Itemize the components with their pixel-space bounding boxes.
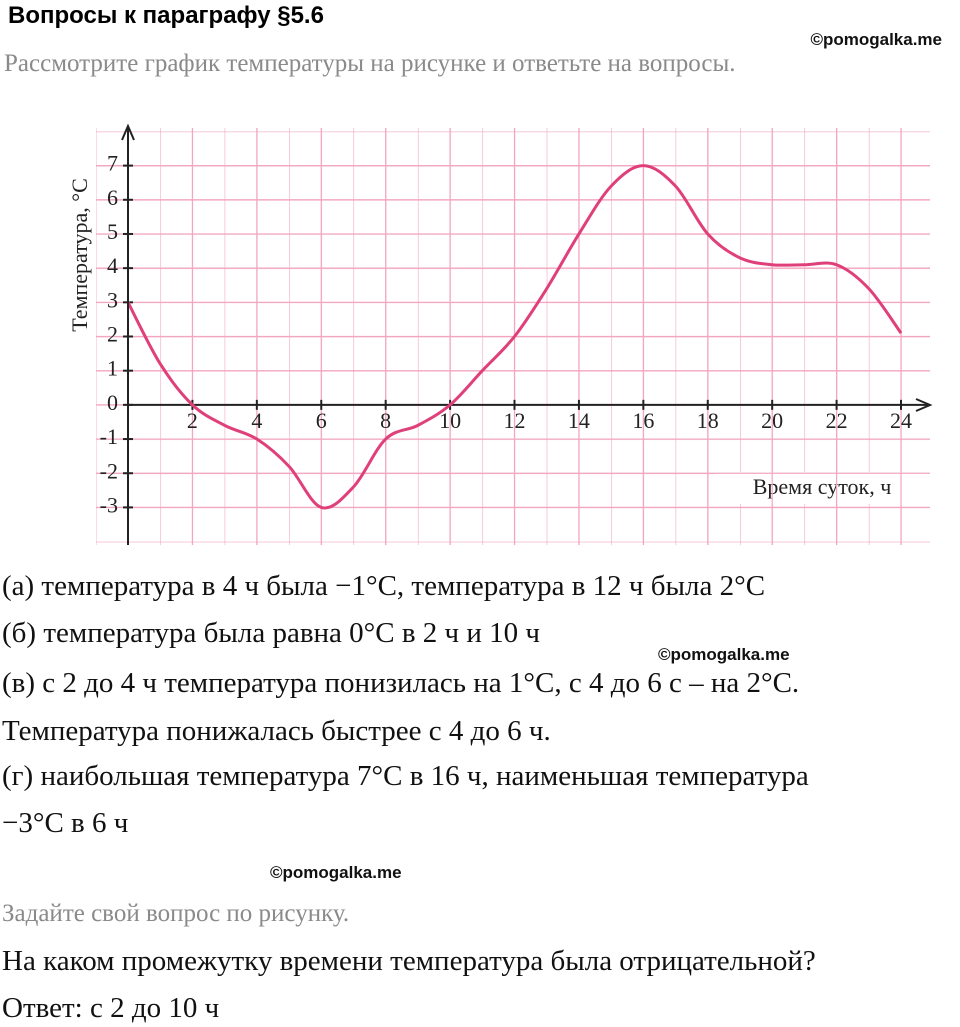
x-arrow [915, 398, 933, 412]
y-tick-label: 5 [107, 219, 118, 244]
question: На каком промежутку времени температура … [2, 945, 816, 977]
y-tick-label: 4 [107, 253, 118, 278]
y-tick-label: 7 [107, 151, 118, 176]
title: Вопросы к параграфу §5.6 [8, 2, 324, 29]
x-tick-label: 10 [439, 408, 461, 433]
x-tick-label: 14 [568, 408, 590, 433]
answer-line: −3°С в 6 ч [2, 807, 129, 839]
y-arrow [121, 123, 135, 141]
intro: Рассмотрите график температуры на рисунк… [4, 50, 736, 77]
x-tick-label: 20 [761, 408, 783, 433]
x-tick-label: 2 [187, 408, 198, 433]
y-tick-label: 1 [107, 356, 118, 381]
temperature-line [126, 164, 903, 510]
answer-line: (г) наибольшая температура 7°С в 16 ч, н… [2, 760, 809, 792]
x-tick-label: 24 [890, 408, 912, 433]
answer: Ответ: с 2 до 10 ч [2, 992, 220, 1024]
x-tick-label: 16 [632, 408, 654, 433]
x-tick-label: 4 [251, 408, 262, 433]
answer-line: (а) температура в 4 ч была −1°С, темпера… [2, 570, 766, 602]
x-tick-label: 12 [504, 408, 526, 433]
chart: Температура, °С Время суток, ч -3-2-1012… [67, 123, 933, 545]
x-tick-label: 6 [316, 408, 327, 433]
y-tick-label: -3 [100, 492, 118, 517]
label-bg [715, 472, 930, 504]
x-axis-label: Время суток, ч [753, 474, 892, 499]
watermark: ©pomogalka.me [810, 30, 942, 49]
y-tick-label: 6 [107, 185, 118, 210]
answer-line: (б) температура была равна 0°С в 2 ч и 1… [2, 617, 541, 649]
x-tick-label: 22 [826, 408, 848, 433]
y-tick-label: -1 [100, 424, 118, 449]
prompt: Задайте свой вопрос по рисунку. [2, 900, 350, 927]
y-tick-label: 0 [107, 390, 118, 415]
y-axis-label: Температура, °С [67, 178, 92, 332]
x-tick-label: 8 [380, 408, 391, 433]
answer-line: Температура понижалась быстрее с 4 до 6 … [2, 715, 551, 747]
watermark: ©pomogalka.me [270, 863, 402, 882]
y-tick-label: 2 [107, 322, 118, 347]
y-tick-label: 3 [107, 287, 118, 312]
x-tick-label: 18 [697, 408, 719, 433]
watermark: ©pomogalka.me [658, 645, 790, 664]
answer-line: (в) с 2 до 4 ч температура понизилась на… [2, 667, 800, 699]
y-tick-label: -2 [100, 458, 118, 483]
